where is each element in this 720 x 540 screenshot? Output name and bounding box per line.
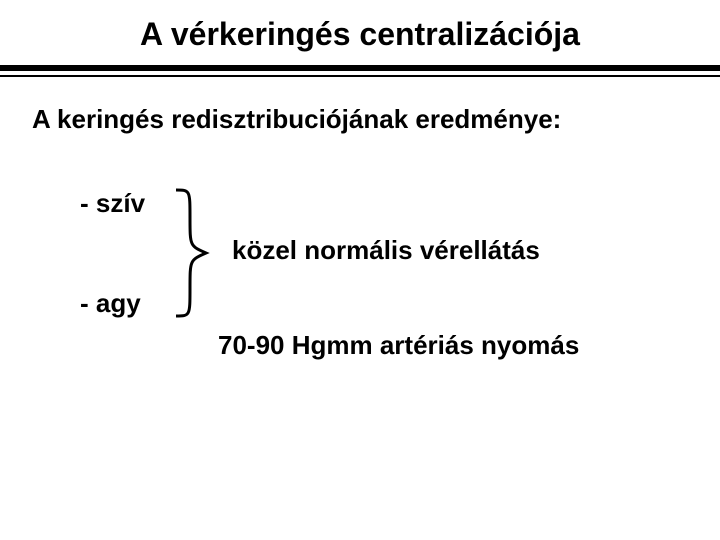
right-line-1: közel normális vérellátás	[232, 235, 540, 266]
title-rule-thin	[0, 75, 720, 77]
slide-title: A vérkeringés centralizációja	[0, 16, 720, 53]
title-rule-thick	[0, 65, 720, 71]
subtitle: A keringés redisztribuciójának eredménye…	[32, 104, 561, 135]
list-item-1: - szív	[80, 188, 145, 219]
list-item-2: - agy	[80, 288, 141, 319]
right-line-2: 70-90 Hgmm artériás nyomás	[218, 330, 579, 361]
brace-icon	[172, 188, 212, 318]
